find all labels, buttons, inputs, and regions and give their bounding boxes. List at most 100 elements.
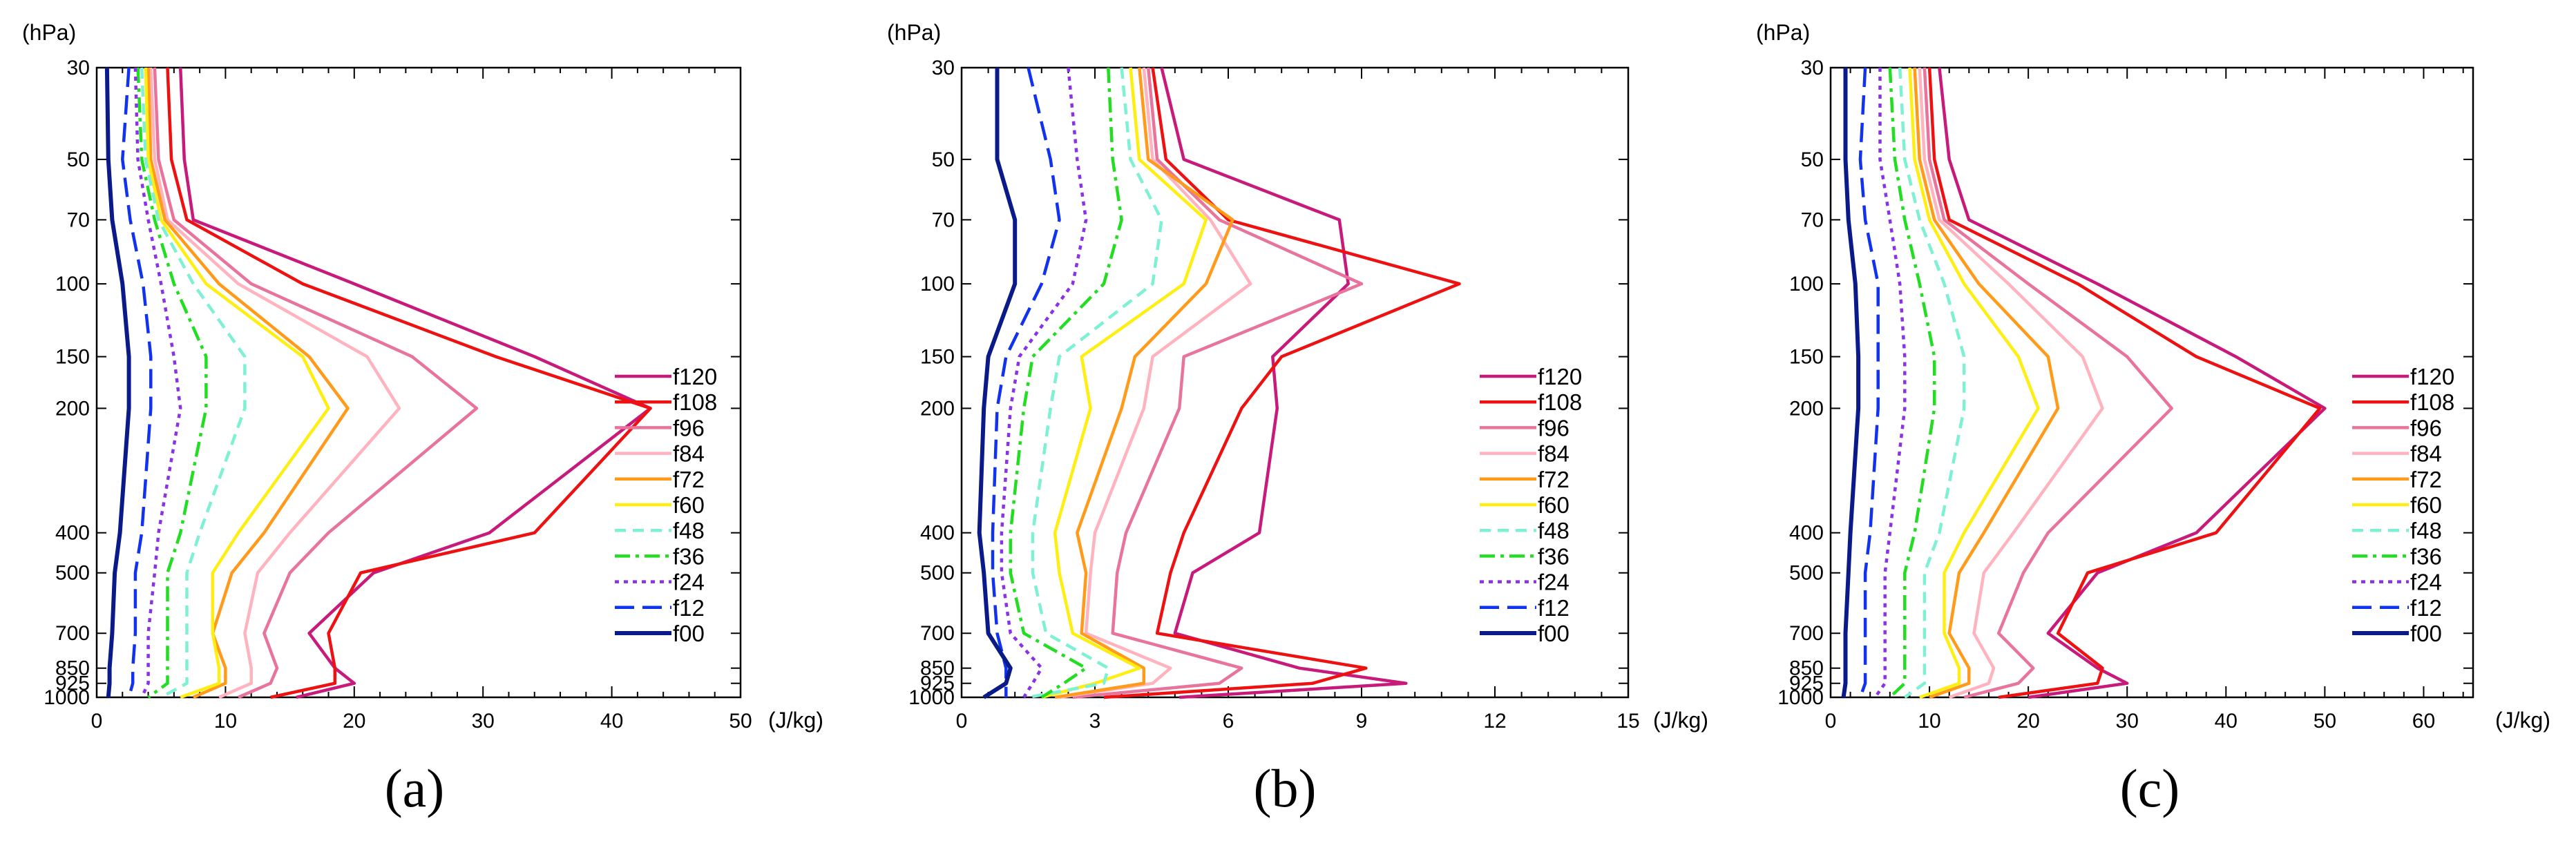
y-tick-label: 150	[1789, 346, 1824, 369]
x-tick-label: 6	[1223, 710, 1234, 733]
y-tick-label: 30	[67, 57, 90, 79]
series-line-f00	[1841, 68, 1861, 698]
x-tick-label: 50	[2313, 710, 2336, 733]
legend-label-f120: f120	[2410, 364, 2454, 389]
legend-label-f96: f96	[2410, 415, 2442, 440]
y-tick-label: 850	[920, 657, 955, 680]
y-tick-label: 700	[1789, 622, 1824, 645]
legend-label-f36: f36	[673, 543, 705, 569]
y-tick-label: 30	[932, 57, 955, 79]
series-line-f84	[1059, 67, 1252, 699]
legend-label-f120: f120	[673, 364, 717, 389]
series-line-f12	[991, 67, 1061, 697]
y-axis-title: (hPa)	[1756, 20, 1810, 45]
x-tick-label: 15	[1616, 710, 1639, 733]
x-tick-label: 40	[600, 710, 623, 733]
series-line-f60	[144, 67, 330, 699]
y-tick-label: 100	[1789, 273, 1824, 295]
legend-label-f00: f00	[1538, 621, 1570, 646]
series-line-f48	[1898, 67, 1966, 699]
legend-label-f12: f12	[1538, 595, 1570, 621]
series-line-f24	[1873, 68, 1907, 699]
x-tick-label: 20	[2016, 710, 2039, 733]
panel-label: (a)	[385, 758, 445, 818]
legend-label-f24: f24	[2410, 570, 2442, 595]
legend-label-f60: f60	[673, 492, 705, 518]
y-tick-label: 925	[1789, 672, 1824, 695]
x-tick-label: 12	[1483, 710, 1506, 733]
legend-label-f72: f72	[2410, 467, 2442, 492]
y-tick-label: 1000	[1777, 686, 1824, 709]
series-line-f12	[121, 67, 153, 698]
y-tick-label: 400	[1789, 522, 1824, 545]
series-line-f120	[178, 67, 652, 699]
legend-label-f84: f84	[1538, 441, 1570, 467]
x-tick-label: 40	[2215, 710, 2238, 733]
legend-label-f48: f48	[2410, 518, 2442, 543]
y-tick-label: 50	[932, 148, 955, 171]
y-tick-label: 100	[920, 273, 955, 295]
y-tick-label: 150	[920, 346, 955, 369]
x-tick-label: 20	[343, 710, 365, 733]
legend-label-f48: f48	[1538, 518, 1570, 543]
legend-label-f24: f24	[673, 570, 705, 595]
y-tick-label: 50	[67, 148, 90, 171]
x-tick-label: 0	[91, 710, 103, 733]
y-tick-label: 200	[1789, 397, 1824, 420]
legend-label-f72: f72	[1538, 467, 1570, 492]
plot-frame	[960, 66, 1630, 699]
y-tick-label: 400	[920, 522, 955, 545]
series-line-f108	[1927, 67, 2322, 699]
series-line-f96	[1923, 67, 2173, 699]
legend-label-f12: f12	[2410, 595, 2442, 621]
series-line-f72	[146, 67, 350, 699]
series-line-f84	[1918, 67, 2104, 699]
y-tick-label: 500	[1789, 562, 1824, 585]
y-tick-label: 500	[920, 562, 955, 585]
legend-label-f24: f24	[1538, 570, 1570, 595]
x-axis-title: (J/kg)	[768, 708, 823, 733]
y-tick-label: 925	[55, 672, 90, 695]
y-tick-label: 70	[932, 209, 955, 231]
legend-label-f36: f36	[2410, 543, 2442, 569]
x-tick-label: 30	[2116, 710, 2139, 733]
legend-label-f108: f108	[1538, 389, 1582, 415]
y-tick-label: 150	[55, 346, 90, 369]
x-axis-title: (J/kg)	[1653, 708, 1708, 733]
y-tick-label: 70	[1801, 209, 1824, 231]
y-tick-label: 1000	[44, 686, 90, 709]
y-tick-label: 100	[55, 273, 90, 295]
panel-label: (b)	[1254, 758, 1317, 818]
legend-label-f60: f60	[1538, 492, 1570, 518]
y-tick-label: 850	[55, 657, 90, 680]
series-line-f120	[1938, 67, 2327, 699]
x-tick-label: 30	[472, 710, 495, 733]
y-axis-title: (hPa)	[887, 20, 941, 45]
series-line-f00	[104, 67, 131, 698]
y-tick-label: 1000	[908, 686, 955, 709]
legend-label-f84: f84	[2410, 441, 2442, 467]
y-tick-label: 70	[67, 209, 90, 231]
y-tick-label: 925	[920, 672, 955, 695]
legend-label-f84: f84	[673, 441, 705, 467]
legend-label-f108: f108	[2410, 389, 2454, 415]
series-line-f36	[1888, 67, 1936, 699]
series-line-f60	[1908, 67, 2040, 699]
legend-label-f108: f108	[673, 389, 717, 415]
x-tick-label: 9	[1356, 710, 1368, 733]
y-tick-label: 50	[1801, 148, 1824, 171]
series-line-f36	[1009, 67, 1123, 699]
legend-label-f48: f48	[673, 518, 705, 543]
series-line-f72	[1054, 67, 1234, 699]
y-tick-label: 700	[920, 622, 955, 645]
legend-label-f72: f72	[673, 467, 705, 492]
series-line-f84	[149, 67, 401, 699]
x-tick-label: 0	[1825, 710, 1837, 733]
y-axis-title: (hPa)	[22, 20, 76, 45]
x-tick-label: 0	[956, 710, 968, 733]
